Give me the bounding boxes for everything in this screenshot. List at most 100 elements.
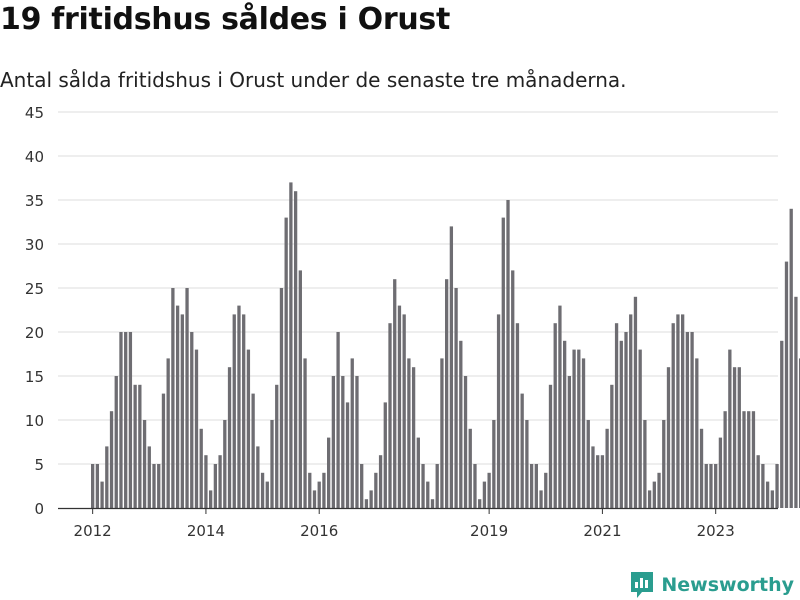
bar bbox=[756, 455, 760, 508]
bar bbox=[511, 270, 515, 508]
bar bbox=[194, 349, 199, 508]
bar bbox=[369, 490, 373, 508]
bar bbox=[128, 332, 133, 508]
bar bbox=[605, 428, 609, 508]
bar bbox=[624, 332, 628, 508]
bar-chart: 0510152025303540451920122014201620192021… bbox=[25, 104, 800, 540]
bar bbox=[237, 305, 241, 508]
y-tick-label: 20 bbox=[25, 324, 44, 342]
bar bbox=[614, 323, 619, 508]
bar bbox=[681, 314, 685, 508]
bar bbox=[581, 358, 586, 508]
bar bbox=[397, 305, 402, 508]
bar bbox=[676, 314, 680, 508]
bar bbox=[747, 411, 751, 508]
bar bbox=[260, 472, 265, 508]
bar bbox=[501, 217, 505, 508]
bar bbox=[303, 358, 307, 508]
bar bbox=[765, 481, 770, 508]
bar bbox=[718, 437, 723, 508]
bar bbox=[242, 314, 246, 508]
bar bbox=[355, 376, 359, 508]
bar bbox=[633, 296, 638, 508]
bar bbox=[459, 340, 463, 508]
bar bbox=[374, 472, 378, 508]
bar bbox=[629, 314, 633, 508]
bar bbox=[256, 446, 260, 508]
bar bbox=[478, 499, 482, 508]
bar bbox=[388, 323, 392, 508]
bar bbox=[336, 332, 340, 508]
bar bbox=[246, 349, 251, 508]
newsworthy-logo-text: Newsworthy bbox=[661, 574, 794, 596]
bar bbox=[775, 464, 779, 508]
bar bbox=[138, 384, 142, 508]
x-tick-label: 2014 bbox=[187, 522, 225, 540]
x-tick-label: 2016 bbox=[300, 522, 338, 540]
y-tick-label: 40 bbox=[25, 148, 44, 166]
bar bbox=[563, 340, 567, 508]
bar bbox=[199, 428, 203, 508]
bar bbox=[407, 358, 411, 508]
bar bbox=[109, 411, 114, 508]
bar bbox=[525, 420, 529, 508]
bar bbox=[105, 446, 109, 508]
bar bbox=[770, 490, 774, 508]
bar bbox=[638, 349, 642, 508]
bar bbox=[737, 367, 741, 508]
bar bbox=[430, 499, 435, 508]
bar bbox=[327, 437, 331, 508]
bar bbox=[421, 464, 425, 508]
bar bbox=[714, 464, 718, 508]
y-tick-label: 45 bbox=[25, 104, 44, 122]
page-subtitle: Antal sålda fritidshus i Orust under de … bbox=[0, 68, 627, 92]
bar bbox=[761, 464, 765, 508]
bar bbox=[142, 420, 147, 508]
bar bbox=[671, 323, 675, 508]
bar bbox=[794, 296, 798, 508]
bar bbox=[91, 464, 95, 508]
bar bbox=[544, 472, 548, 508]
bar bbox=[704, 464, 708, 508]
bar bbox=[345, 402, 350, 508]
bar bbox=[157, 464, 161, 508]
bar bbox=[284, 217, 288, 508]
bar bbox=[265, 481, 269, 508]
bar bbox=[227, 367, 232, 508]
bar bbox=[723, 411, 727, 508]
bar bbox=[487, 472, 491, 508]
bar bbox=[780, 340, 784, 508]
bar bbox=[293, 191, 298, 508]
bar bbox=[416, 437, 420, 508]
bar bbox=[468, 428, 472, 508]
bar bbox=[496, 314, 501, 508]
bar bbox=[95, 464, 100, 508]
bar bbox=[690, 332, 694, 508]
bar bbox=[728, 349, 732, 508]
gridlines bbox=[58, 111, 778, 465]
bar bbox=[204, 455, 208, 508]
newsworthy-logo-icon bbox=[631, 572, 654, 598]
bar bbox=[591, 446, 595, 508]
y-tick-label: 15 bbox=[25, 368, 44, 386]
bar bbox=[586, 420, 590, 508]
bar bbox=[709, 464, 713, 508]
bar bbox=[666, 367, 671, 508]
bar bbox=[596, 455, 600, 508]
bar bbox=[784, 261, 789, 508]
bar bbox=[751, 411, 756, 508]
bar bbox=[482, 481, 487, 508]
bar bbox=[657, 472, 661, 508]
bar bbox=[440, 358, 444, 508]
bar bbox=[515, 323, 520, 508]
bar bbox=[383, 402, 387, 508]
bar bbox=[426, 481, 430, 508]
bar bbox=[180, 314, 184, 508]
y-tick-label: 30 bbox=[25, 236, 44, 254]
y-tick-label: 35 bbox=[25, 192, 44, 210]
bar bbox=[619, 340, 623, 508]
bar bbox=[251, 393, 255, 508]
bar bbox=[402, 314, 406, 508]
bar bbox=[393, 279, 397, 508]
bar bbox=[529, 464, 534, 508]
